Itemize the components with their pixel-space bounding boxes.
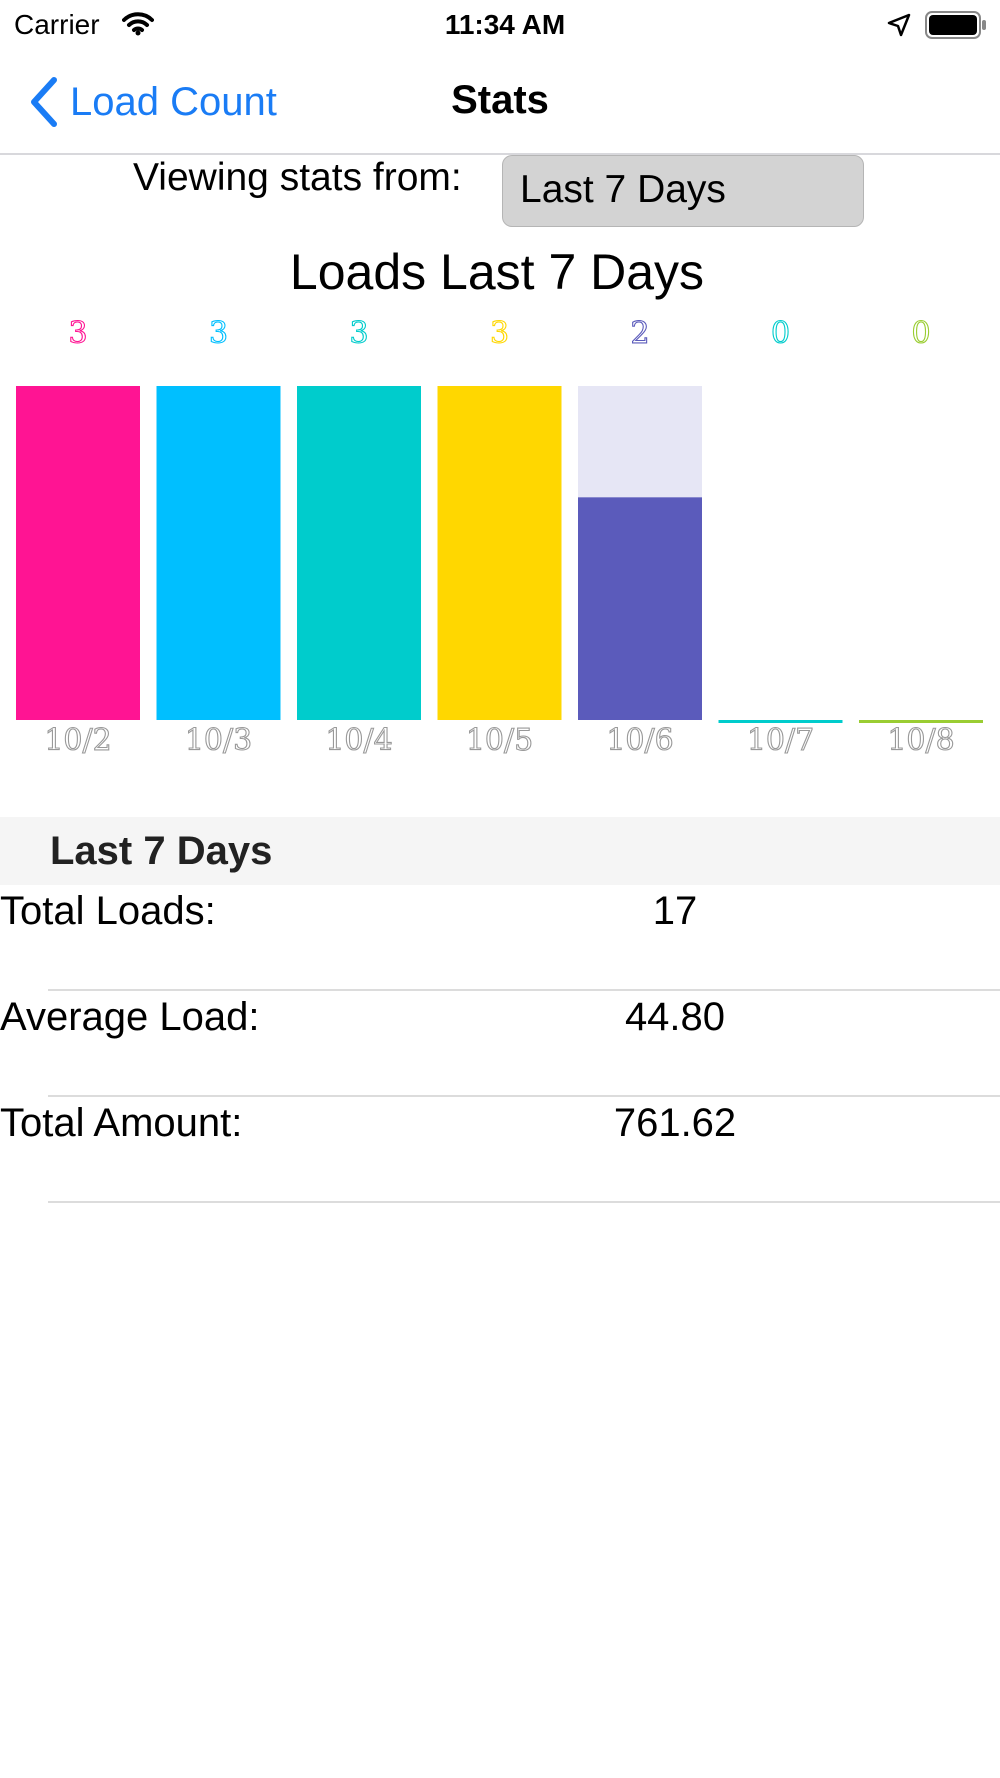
x-tick-label: 10/4 (325, 723, 392, 758)
chevron-left-icon (31, 77, 57, 127)
period-picker-label: Viewing stats from: (133, 156, 462, 199)
stat-value: 17 (652, 889, 698, 933)
x-tick-label: 10/2 (44, 723, 111, 758)
x-tick-label: 10/8 (887, 723, 954, 758)
bar-10-3 (156, 386, 281, 720)
bar-10-8 (859, 720, 983, 723)
bar-value-label: 3 (68, 316, 87, 351)
section-header: Last 7 Days (0, 817, 1000, 885)
carrier-label: Carrier (14, 9, 100, 40)
stat-label: Average Load: (0, 995, 260, 1039)
x-tick-label: 10/5 (466, 723, 533, 758)
status-time: 11:34 AM (444, 9, 566, 40)
bar-10-5 (437, 386, 562, 720)
row-divider (48, 989, 1000, 991)
x-tick-label: 10/3 (185, 723, 252, 758)
bar-10-7 (718, 720, 843, 723)
stat-label: Total Loads: (0, 889, 216, 933)
stat-value: 761.62 (613, 1101, 737, 1145)
back-button-label: Load Count (70, 79, 277, 124)
stat-label: Total Amount: (0, 1101, 243, 1145)
stat-row-total-loads: Total Loads: 17 (0, 885, 1000, 991)
row-divider (48, 1095, 1000, 1097)
bar-10-4 (297, 386, 421, 720)
bar-10-6 (578, 497, 702, 720)
period-picker[interactable]: Last 7 Days (502, 155, 864, 227)
bar-value-label: 3 (490, 316, 509, 351)
x-tick-label: 10/7 (747, 723, 814, 758)
location-arrow-icon (887, 13, 911, 37)
navigation-bar: Load Count Stats (0, 50, 1000, 155)
chart-title: Loads Last 7 Days (289, 244, 705, 300)
back-button[interactable]: Load Count (28, 74, 277, 130)
bar-value-label: 2 (630, 316, 649, 351)
stat-value: 44.80 (624, 995, 726, 1039)
status-bar: Carrier 11:34 AM (0, 0, 1000, 50)
wifi-icon (122, 12, 154, 36)
bar-value-label: 0 (771, 316, 790, 351)
row-divider (48, 1201, 1000, 1203)
section-title: Last 7 Days (50, 829, 273, 873)
bar-10-2 (16, 386, 140, 720)
stat-row-average-load: Average Load: 44.80 (0, 991, 1000, 1097)
x-tick-label: 10/6 (606, 723, 673, 758)
battery-icon (925, 11, 986, 39)
page-title: Stats (451, 78, 549, 122)
bar-value-label: 3 (349, 316, 368, 351)
bar-chart: 3 10/2 3 10/3 3 10/4 3 10/5 2 10/6 0 10/7 0 10/8 (16, 315, 983, 759)
bar-value-label: 0 (911, 316, 930, 351)
stat-row-total-amount: Total Amount: 761.62 (0, 1097, 1000, 1203)
bar-value-label: 3 (209, 316, 228, 351)
